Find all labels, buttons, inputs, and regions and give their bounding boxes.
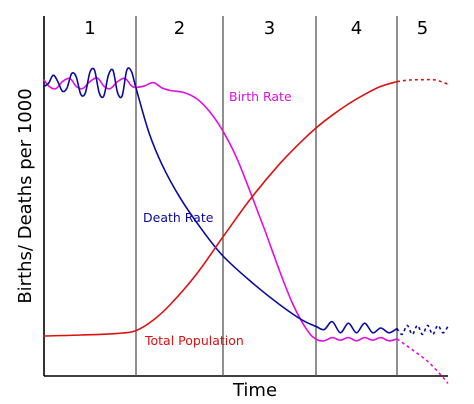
stage-number: 5 [417,18,428,39]
stage-number: 1 [84,18,95,39]
x-axis-title: Time [232,380,277,401]
total-population-line [43,80,398,337]
birth-rate-line [43,77,398,342]
stage-labels: 1 2 3 4 5 [84,18,428,39]
total-population-label: Total Population [144,333,244,348]
birth-rate-projection-line [396,338,449,384]
death-rate-line [43,67,398,334]
stage-number: 3 [264,18,275,39]
y-axis-title: Births/ Deaths per 1000 [15,88,36,303]
stage-dividers [135,16,398,376]
series-lines [43,67,449,384]
stage-number: 4 [351,18,362,39]
plot-frame [43,16,448,377]
stage-number: 2 [174,18,185,39]
total-population-projection-line [396,78,449,85]
death-rate-label: Death Rate [143,210,214,225]
birth-rate-label: Birth Rate [229,89,292,104]
death-rate-projection-line [396,324,449,336]
